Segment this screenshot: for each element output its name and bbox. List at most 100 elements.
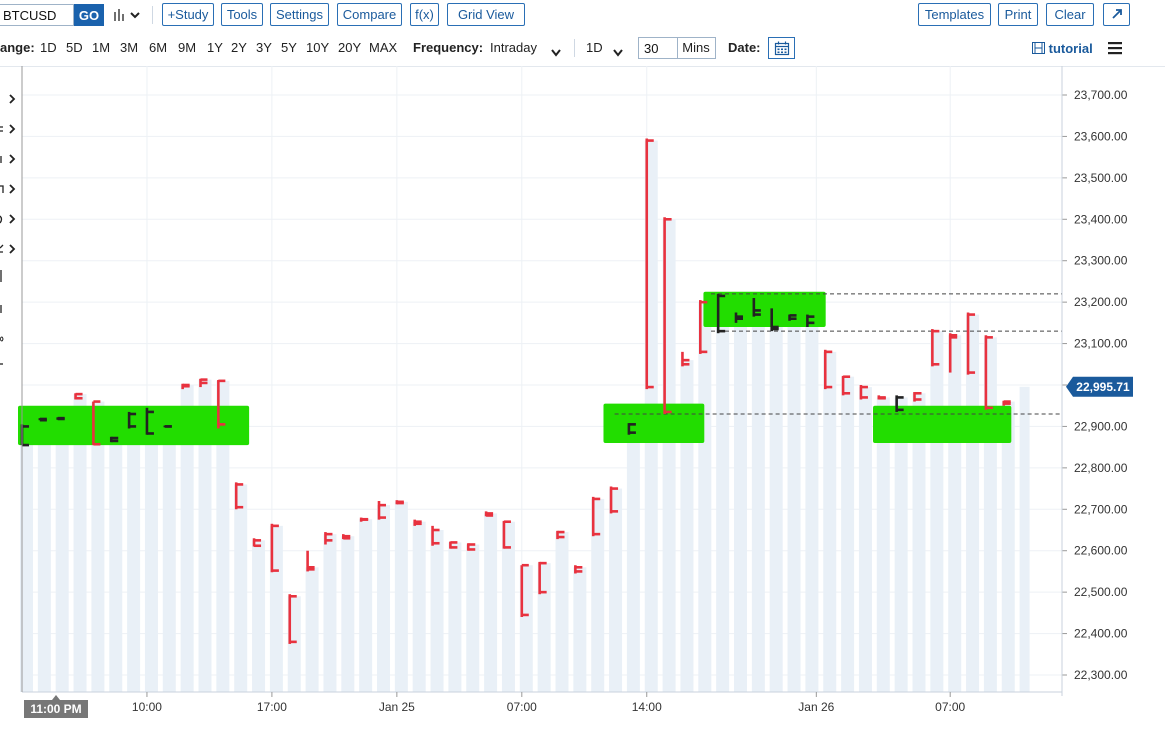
bar-chart-icon[interactable] [112,6,144,24]
clear-button[interactable]: Clear [1046,3,1094,26]
volume-bar [180,385,194,692]
range-20y[interactable]: 20Y [338,40,362,55]
tutorial-link[interactable]: tutorial [1032,41,1093,56]
ohlc-bar [895,395,904,412]
tools-button[interactable]: Tools [221,3,263,26]
range-5y[interactable]: 5Y [281,40,297,55]
period-dropdown[interactable]: 1D [586,40,603,55]
range-1y[interactable]: 1Y [207,40,223,55]
range-3m[interactable]: 3M [120,40,139,55]
chevron-down-icon[interactable] [613,44,623,57]
interval-input[interactable] [638,37,678,59]
grid-view-button[interactable]: Grid View [447,3,525,26]
drawer-label-fragment [0,269,4,282]
volume-bar [73,394,87,692]
settings-button[interactable]: Settings [270,3,329,26]
volume-bar [252,540,266,692]
volume-bar [769,327,783,692]
volume-bar [198,379,212,692]
expand-button[interactable] [1103,3,1130,26]
calendar-button[interactable] [768,37,795,59]
chevron-right-icon[interactable] [8,211,16,224]
volume-bar [698,302,712,692]
ohlc-bar [877,395,886,400]
range-9m[interactable]: 9M [178,40,197,55]
volume-bar [216,380,230,692]
volume-bar [466,544,480,692]
chevron-right-icon[interactable] [8,241,16,254]
ohlc-bar [163,425,172,428]
ohlc-bar [466,543,476,551]
range-6m[interactable]: 6M [149,40,168,55]
range-1m[interactable]: 1M [92,40,111,55]
print-button[interactable]: Print [998,3,1038,26]
ohlc-bar [734,312,743,323]
volume-bar [162,426,176,692]
volume-bar [37,418,51,692]
x-tick-label: 07:00 [935,700,965,714]
tutorial-label: tutorial [1048,41,1093,56]
volume-bar [448,542,462,692]
ohlc-bar [109,436,119,443]
range-5d[interactable]: 5D [66,40,83,55]
ohlc-bar [698,300,708,354]
frequency-dropdown[interactable]: Intraday [490,40,537,55]
ohlc-bar [449,541,458,549]
range-1d[interactable]: 1D [40,40,57,55]
volume-bar [609,488,623,692]
last-price-badge-bg [1066,376,1133,397]
volume-bar [734,316,747,692]
y-tick-label: 23,200.00 [1074,295,1128,309]
last-price-label: 22,995.71 [1076,380,1130,394]
ohlc-bar [306,550,315,572]
ohlc-bar [92,400,101,446]
compare-button[interactable]: Compare [337,3,402,26]
price-chart[interactable]: 23,700.00 23,600.00 23,500.00 23,400.00 23,3… [0,66,1165,738]
ohlc-bar [252,538,262,548]
hamburger-icon[interactable] [1107,41,1123,55]
ohlc-bars [20,138,1011,644]
last-price-badge: 22,995.71 [1066,376,1133,397]
ohlc-bar [377,501,386,520]
y-tick-label: 22,900.00 [1074,419,1128,433]
drawer-label-fragment [0,241,4,253]
go-button[interactable]: GO [74,4,104,26]
symbol-input[interactable] [0,4,74,26]
volume-bar [55,418,69,692]
y-tick-label: 23,600.00 [1074,129,1128,143]
volume-bar [109,438,123,692]
x-tick-label: 10:00 [132,700,162,714]
x-tick-label: 14:00 [632,700,662,714]
drawer-label-fragment [0,301,4,313]
chevron-right-icon[interactable] [8,91,16,104]
ohlc-bar [1002,400,1011,406]
y-tick-label: 22,500.00 [1074,585,1128,599]
y-tick-label: 22,700.00 [1074,502,1128,516]
range-10y[interactable]: 10Y [306,40,330,55]
range-label: ange: [0,40,35,55]
ohlc-bar [556,530,565,540]
fx-button[interactable]: f(x) [410,3,439,26]
drawer-label-fragment [0,358,4,368]
volume-bar [626,424,640,692]
x-tick-label: Jan 26 [798,700,834,714]
range-2y[interactable]: 2Y [231,40,247,55]
y-tick-label: 22,400.00 [1074,627,1128,641]
volume-bar [948,335,962,692]
chevron-right-icon[interactable] [8,121,16,134]
ohlc-bar [74,392,83,400]
volume-bar [680,360,694,692]
ohlc-bar [145,407,154,435]
chevron-right-icon[interactable] [8,181,16,194]
templates-button[interactable]: Templates [918,3,991,26]
range-max[interactable]: MAX [369,40,398,55]
main-toolbar: GO +Study Tools Settings Compare f(x) Gr… [0,0,1165,32]
cursor-time-badge-pointer [52,695,60,700]
chevron-right-icon[interactable] [8,151,16,164]
study-button[interactable]: +Study [162,3,214,26]
volume-bar [20,426,33,692]
y-tick-label: 23,100.00 [1074,337,1128,351]
range-3y[interactable]: 3Y [256,40,272,55]
ohlc-bar [270,523,279,573]
chevron-down-icon[interactable] [551,44,561,57]
